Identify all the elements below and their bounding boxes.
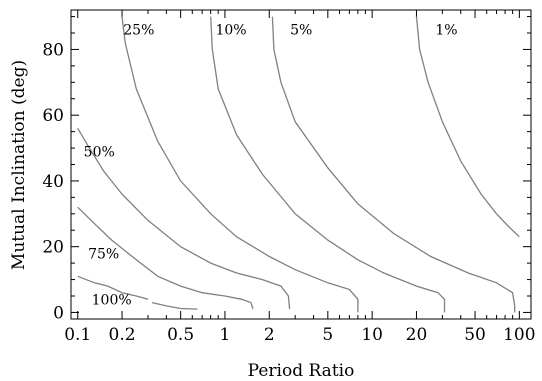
contour-label: 25% — [123, 23, 154, 39]
contour-label: 100% — [92, 292, 132, 308]
contour-line — [77, 127, 291, 310]
contour-label: 50% — [84, 144, 115, 160]
x-tick-label: 50 — [464, 325, 486, 345]
y-tick-label: 40 — [42, 172, 64, 192]
x-tick-label: 10 — [361, 325, 383, 345]
contour-label: 5% — [290, 23, 312, 39]
contour-label: 10% — [215, 23, 246, 39]
contour-line — [415, 16, 520, 238]
x-tick-label: 100 — [503, 325, 535, 345]
x-tick-label: 2 — [264, 325, 275, 345]
y-axis-title: Mutual Inclination (deg) — [9, 60, 29, 270]
contour-lines — [77, 16, 520, 313]
contour-label: 1% — [435, 23, 457, 39]
contour-line — [77, 206, 254, 310]
contour-line — [121, 16, 359, 313]
y-tick-label: 20 — [42, 238, 64, 258]
contour-line — [210, 16, 446, 313]
y-tick-label: 80 — [42, 40, 64, 60]
x-tick-label: 5 — [322, 325, 333, 345]
contour-line — [77, 275, 149, 300]
y-tick-label: 0 — [53, 303, 64, 323]
contour-line — [151, 301, 198, 310]
y-tick-label: 60 — [42, 106, 64, 126]
contour-labels: 100% 75% 50% 25% 10% 5% 1% — [84, 23, 458, 309]
x-tick-label: 0.5 — [167, 325, 194, 345]
x-tick-labels: 0.1 0.2 0.5 1 2 5 10 20 50 100 — [64, 325, 535, 345]
x-tick-label: 1 — [220, 325, 231, 345]
contour-label: 75% — [88, 246, 119, 262]
x-tick-label: 0.1 — [64, 325, 91, 345]
x-tick-label: 0.2 — [109, 325, 136, 345]
contour-line — [271, 16, 516, 313]
x-axis-title: Period Ratio — [248, 361, 355, 381]
x-tick-label: 20 — [406, 325, 428, 345]
y-tick-labels: 0 20 40 60 80 — [42, 40, 64, 323]
